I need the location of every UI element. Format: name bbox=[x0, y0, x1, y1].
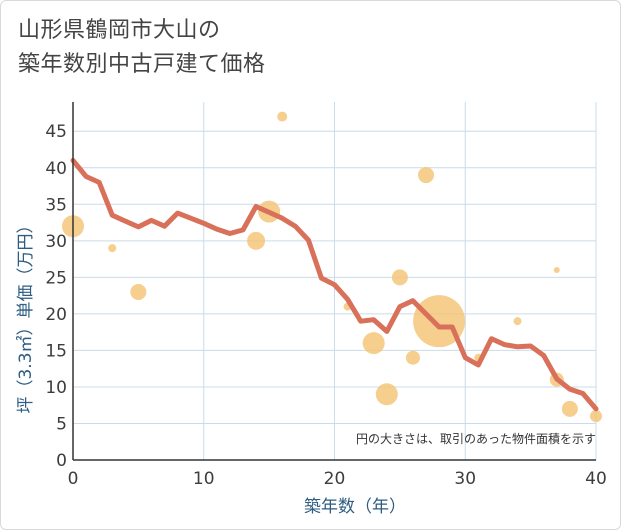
y-tick-label: 35 bbox=[45, 195, 67, 215]
x-tick-label: 10 bbox=[193, 469, 215, 489]
average-price-line bbox=[70, 157, 599, 412]
y-tick-label: 20 bbox=[45, 305, 67, 325]
bubble-point bbox=[108, 244, 117, 253]
y-axis-ticks: 0 5 10 15 20 25 30 35 40 45 bbox=[45, 122, 67, 471]
grid-lines bbox=[73, 102, 597, 460]
x-axis-ticks: 0 10 20 30 40 bbox=[68, 469, 607, 489]
x-tick-label: 0 bbox=[68, 469, 79, 489]
bubble-series bbox=[62, 111, 602, 423]
x-axis-label: 築年数（年） bbox=[304, 497, 406, 517]
x-tick-label: 20 bbox=[324, 469, 346, 489]
chart-title-line-1: 山形県鶴岡市大山の bbox=[18, 18, 221, 43]
bubble-point bbox=[362, 332, 385, 355]
bubble-point bbox=[405, 350, 420, 365]
bubble-point bbox=[413, 295, 466, 348]
bubble-point bbox=[130, 283, 147, 300]
chart-title: 山形県鶴岡市大山の 築年数別中古戸建て価格 bbox=[18, 14, 266, 82]
y-axis-label: 坪（3.3㎡）単価（万円） bbox=[16, 216, 36, 413]
y-tick-label: 25 bbox=[45, 268, 67, 288]
bubble-point bbox=[247, 231, 266, 250]
bubble-point bbox=[418, 167, 435, 184]
x-tick-label: 30 bbox=[454, 469, 476, 489]
x-tick-label: 40 bbox=[585, 469, 607, 489]
bubble-point bbox=[513, 317, 522, 326]
bubble-point bbox=[391, 269, 408, 286]
y-tick-label: 0 bbox=[56, 451, 67, 471]
chart-title-line-2: 築年数別中古戸建て価格 bbox=[18, 52, 266, 77]
axes bbox=[72, 102, 596, 461]
bubble-point bbox=[375, 383, 398, 406]
bubble-point bbox=[561, 400, 578, 417]
y-tick-label: 5 bbox=[56, 414, 67, 434]
y-tick-label: 15 bbox=[45, 341, 67, 361]
y-tick-label: 40 bbox=[45, 159, 67, 179]
y-tick-label: 30 bbox=[45, 232, 67, 252]
bubble-point bbox=[590, 410, 602, 423]
bubble-point bbox=[277, 111, 288, 122]
y-tick-label: 45 bbox=[45, 122, 67, 142]
bubble-size-note: 円の大きさは、取引のあった物件面積を示す bbox=[356, 431, 596, 446]
y-tick-label: 10 bbox=[45, 378, 67, 398]
bubble-point bbox=[553, 267, 560, 274]
